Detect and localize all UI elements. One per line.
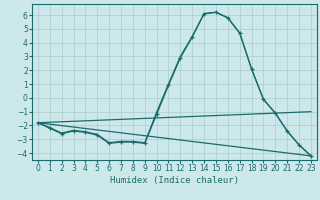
X-axis label: Humidex (Indice chaleur): Humidex (Indice chaleur)	[110, 176, 239, 185]
